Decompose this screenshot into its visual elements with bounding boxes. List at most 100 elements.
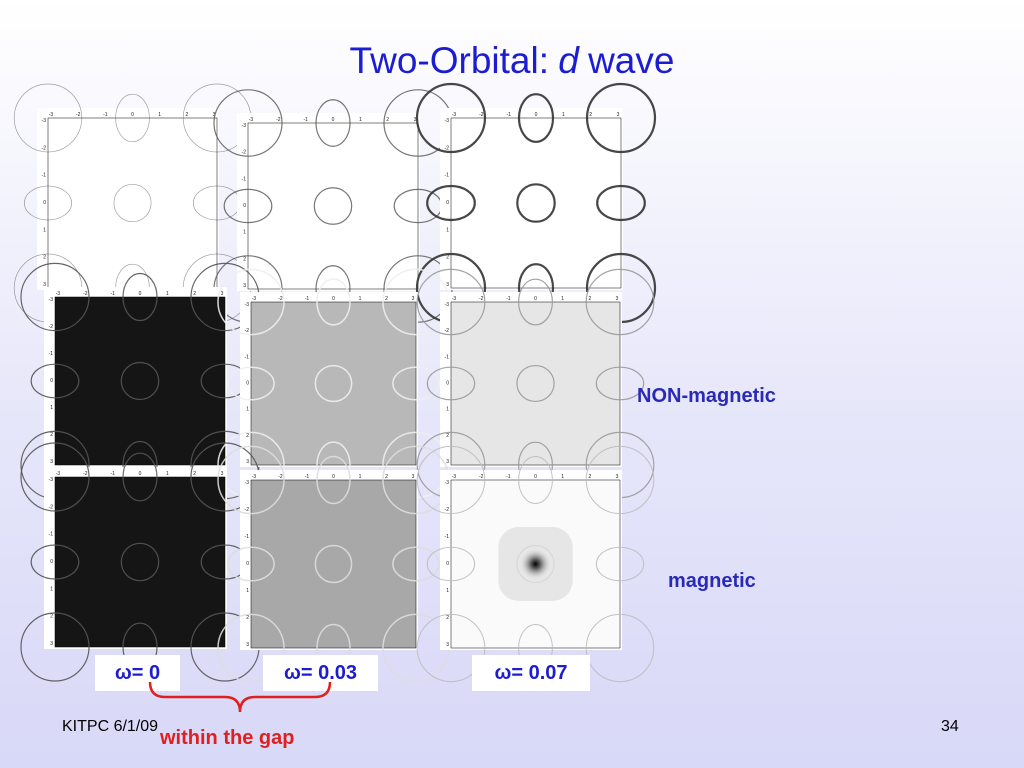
side-arc: [223, 188, 273, 224]
axis-tick-label: -1: [49, 532, 54, 538]
axis-tick-label: -3: [252, 474, 257, 480]
side-arc: [315, 99, 351, 147]
axis-tick-label: 0: [50, 559, 53, 565]
corner-arc: [217, 445, 285, 515]
side-arc: [426, 546, 476, 582]
axis-tick-label: 2: [243, 256, 246, 262]
axis-tick-label: -2: [278, 296, 283, 302]
axis-tick-label: -3: [42, 118, 47, 124]
corner-arc: [20, 442, 90, 512]
side-arc: [227, 366, 275, 401]
axis-tick-label: -1: [506, 112, 511, 118]
axis-tick-label: 0: [535, 112, 538, 118]
axis-tick-label: -3: [56, 291, 61, 297]
axis-tick-label: -1: [42, 173, 47, 179]
axis-tick-label: -2: [479, 112, 484, 118]
side-arc: [23, 185, 73, 221]
axis-tick-label: 3: [446, 459, 449, 465]
side-arc: [595, 546, 645, 582]
axis-tick-label: -2: [479, 296, 484, 302]
side-arc: [426, 366, 476, 401]
axis-tick-label: 0: [534, 296, 537, 302]
axis-tick-label: 0: [246, 561, 249, 567]
fermi-pocket: [120, 542, 160, 582]
axis-tick-label: 3: [616, 296, 619, 302]
fermi-pocket: [120, 361, 160, 401]
axis-tick-label: -2: [245, 507, 250, 513]
axis-tick-label: -2: [245, 328, 250, 334]
axis-tick-label: -2: [76, 112, 81, 118]
side-arc: [30, 363, 80, 399]
axis-tick-label: 2: [588, 296, 591, 302]
axis-tick-label: 3: [243, 283, 246, 289]
corner-arc: [217, 268, 285, 336]
corner-arc: [20, 262, 90, 332]
axis-tick-label: -1: [305, 296, 310, 302]
axis-tick-label: -2: [242, 150, 247, 156]
axis-tick-label: -3: [452, 474, 457, 480]
panel-plot: [247, 122, 419, 290]
axis-tick-label: 1: [446, 588, 449, 594]
axis-tick-label: -1: [506, 296, 511, 302]
corner-arc: [415, 82, 487, 154]
axis-tick-label: -1: [110, 291, 115, 297]
corner-arc: [416, 268, 486, 336]
axis-tick-label: -1: [305, 474, 310, 480]
axis-tick-label: -3: [452, 296, 457, 302]
axis-tick-label: 0: [50, 378, 53, 384]
side-arc: [122, 452, 158, 502]
axis-tick-label: -3: [49, 297, 54, 303]
axis-tick-label: 1: [43, 227, 46, 233]
axis-tick-label: -2: [42, 145, 47, 151]
axis-tick-label: -3: [49, 112, 54, 118]
panel-plot: [250, 479, 417, 649]
axis-tick-label: -2: [479, 474, 484, 480]
axis-tick-label: 3: [221, 291, 224, 297]
axis-tick-label: 3: [50, 459, 53, 465]
corner-arc: [13, 83, 83, 153]
axis-tick-label: 0: [446, 381, 449, 387]
axis-tick-label: -1: [242, 176, 247, 182]
panel-plot: [450, 117, 622, 289]
title: Two-Orbital: d wave: [0, 40, 1024, 82]
panel-plot: [54, 476, 226, 648]
axis-tick-label: 0: [332, 296, 335, 302]
axis-tick-label: 1: [561, 474, 564, 480]
axis-tick-label: 2: [50, 432, 53, 438]
axis-tick-label: 0: [131, 112, 134, 118]
axis-tick-label: -1: [103, 112, 108, 118]
axis-tick-label: 2: [446, 615, 449, 621]
axis-tick-label: 2: [246, 433, 249, 439]
title-prefix: Two-Orbital:: [349, 40, 549, 81]
axis-tick-label: 3: [221, 471, 224, 477]
side-arc: [122, 272, 158, 322]
panel-plot: [54, 296, 226, 466]
axis-tick-label: 2: [386, 117, 389, 123]
axis-tick-label: 3: [246, 642, 249, 648]
corner-arc: [217, 613, 285, 683]
axis-tick-label: -1: [110, 471, 115, 477]
axis-tick-label: -3: [445, 302, 450, 308]
axis-tick-label: -2: [83, 471, 88, 477]
axis-tick-label: 2: [50, 614, 53, 620]
corner-arc: [585, 268, 655, 336]
axis-tick-label: 0: [139, 471, 142, 477]
axis-tick-label: -1: [445, 534, 450, 540]
axis-tick-label: 1: [246, 407, 249, 413]
axis-tick-label: 0: [332, 474, 335, 480]
axis-tick-label: -1: [445, 173, 450, 179]
axis-tick-label: -1: [506, 474, 511, 480]
axis-tick-label: 2: [446, 433, 449, 439]
axis-tick-label: 1: [561, 296, 564, 302]
fermi-pocket: [113, 183, 152, 223]
axis-tick-label: 3: [616, 474, 619, 480]
axis-tick-label: 1: [166, 471, 169, 477]
